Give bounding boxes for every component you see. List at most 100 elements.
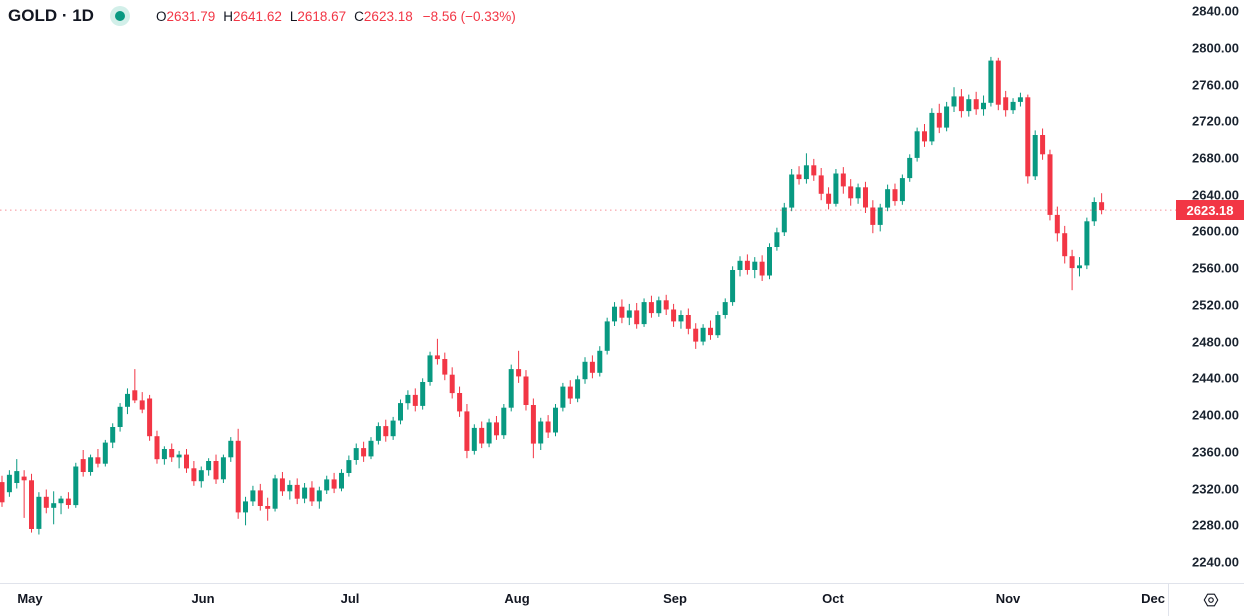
candle-up: [51, 503, 57, 508]
candle-up: [553, 407, 558, 433]
candle-down: [826, 193, 832, 204]
candlestick-chart-canvas[interactable]: [0, 0, 1244, 583]
open-value: 2631.79: [166, 8, 216, 24]
candle-up: [833, 173, 839, 204]
candle-down: [567, 386, 573, 399]
axis-corner-divider: [1168, 584, 1169, 616]
candle-down: [442, 359, 448, 375]
month-tick-label: Sep: [663, 591, 687, 606]
change-value: −8.56 (−0.33%): [422, 8, 516, 24]
symbol-title[interactable]: GOLD · 1D: [8, 6, 94, 25]
candle-up: [877, 207, 883, 225]
ohlc-readout: O2631.79 H2641.62 L2618.67 C2623.18 −8.5…: [156, 9, 516, 24]
month-tick-label: Jun: [191, 591, 215, 606]
candle-down: [995, 60, 1001, 105]
candle-down: [870, 207, 876, 225]
price-tick-label: 2360.00: [1192, 444, 1239, 460]
time-axis[interactable]: May Jun Jul Aug Sep Oct Nov Dec: [0, 583, 1244, 616]
candle-up: [656, 300, 662, 314]
price-tick-label: 2280.00: [1192, 517, 1239, 533]
candle-down: [619, 306, 625, 318]
candle-down: [708, 327, 713, 336]
candle-down: [494, 422, 499, 436]
candle-down: [530, 405, 536, 444]
candle-up: [36, 496, 42, 529]
candle-down: [759, 261, 765, 276]
candle-up: [1077, 265, 1082, 269]
candle-up: [774, 232, 780, 247]
candle-up: [501, 407, 507, 436]
candle-up: [855, 187, 861, 199]
candle-up: [198, 470, 204, 482]
candle-up: [6, 474, 12, 493]
price-tick-label: 2640.00: [1192, 187, 1239, 203]
candle-up: [538, 421, 544, 444]
market-status-indicator[interactable]: [109, 6, 130, 26]
candle-up: [375, 426, 381, 441]
candle-down: [257, 490, 263, 506]
candle-up: [125, 393, 130, 407]
candle-down: [685, 315, 691, 329]
axis-settings-button[interactable]: [1199, 588, 1223, 612]
candle-down: [331, 479, 337, 489]
candle-down: [383, 426, 389, 437]
candle-down: [811, 165, 817, 176]
high-value: 2641.62: [233, 8, 282, 24]
candle-up: [700, 327, 706, 342]
candle-up: [250, 490, 256, 502]
candle-down: [863, 187, 868, 208]
candle-up: [1091, 202, 1097, 222]
candle-down: [840, 173, 846, 187]
price-tick-label: 2760.00: [1192, 77, 1239, 92]
candle-down: [1099, 202, 1105, 211]
price-axis[interactable]: 2840.00 2800.00 2760.00 2720.00 2680.00 2640.…: [1158, 0, 1244, 583]
price-tick-label: 2800.00: [1192, 40, 1239, 56]
candle-up: [1032, 135, 1038, 177]
candle-up: [944, 106, 950, 128]
candle-up: [346, 460, 352, 473]
candle-up: [803, 165, 809, 180]
open-label: O: [155, 8, 167, 24]
candle-up: [730, 270, 736, 303]
candle-up: [1010, 101, 1016, 111]
close-value: 2623.18: [363, 8, 413, 24]
candle-down: [213, 461, 219, 480]
candle-down: [457, 393, 463, 412]
candle-up: [220, 457, 226, 480]
candle-up: [737, 260, 743, 270]
candle-up: [368, 440, 374, 457]
candle-up: [324, 479, 330, 491]
candle-down: [80, 459, 86, 472]
candle-up: [390, 420, 396, 437]
candle-down: [361, 448, 367, 457]
candle-up: [405, 394, 411, 404]
candle-up: [597, 350, 603, 373]
month-tick-label: Jul: [340, 591, 360, 606]
candle-down: [412, 394, 418, 406]
low-label: L: [289, 8, 298, 24]
candle-down: [663, 300, 669, 310]
price-tick-label: 2320.00: [1192, 481, 1239, 496]
candle-up: [981, 102, 986, 110]
high-label: H: [223, 8, 234, 24]
candle-up: [353, 448, 359, 460]
candle-down: [294, 484, 300, 499]
candle-down: [169, 449, 175, 458]
candle-down: [523, 376, 529, 405]
candle-down: [1069, 256, 1075, 269]
candle-up: [899, 178, 905, 202]
candle-up: [176, 454, 182, 458]
price-tick-label: 2720.00: [1192, 113, 1239, 129]
price-tick-label: 2240.00: [1192, 554, 1239, 570]
candle-down: [479, 427, 485, 444]
candle-down: [139, 400, 145, 410]
candle-down: [922, 131, 927, 142]
month-tick-label: Aug: [504, 591, 530, 606]
candle-up: [678, 315, 684, 322]
candle-down: [434, 355, 440, 360]
candle-down: [29, 480, 34, 529]
candle-up: [1084, 221, 1090, 266]
close-label: C: [354, 8, 364, 24]
candle-up: [560, 386, 566, 408]
